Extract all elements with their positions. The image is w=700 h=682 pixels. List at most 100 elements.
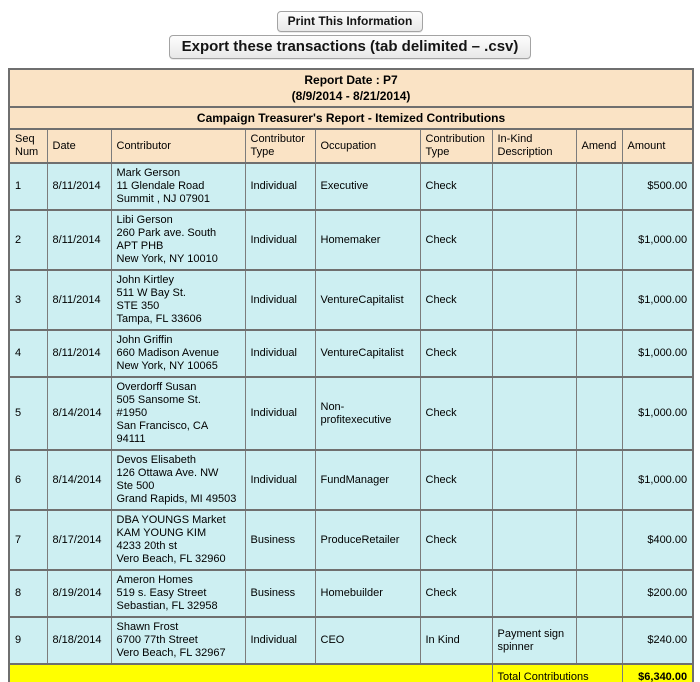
occupation-cell: FundManager bbox=[314, 449, 421, 511]
table-row: 1 8/11/2014 Mark Gerson 11 Glendale Road… bbox=[8, 162, 694, 211]
contributor-type-cell: Business bbox=[244, 509, 316, 571]
report-date-range: (8/9/2014 - 8/21/2014) bbox=[291, 89, 411, 103]
in-kind-description-cell bbox=[491, 329, 577, 378]
contribution-type-cell: Check bbox=[419, 162, 493, 211]
column-header-row: Seq Num Date Contributor Contributor Typ… bbox=[8, 128, 694, 164]
in-kind-description-cell: Payment sign spinner bbox=[491, 616, 577, 665]
seq-cell: 5 bbox=[8, 376, 48, 451]
occupation-cell: ProduceRetailer bbox=[314, 509, 421, 571]
print-button[interactable]: Print This Information bbox=[276, 11, 424, 32]
col-header-contributor-type: Contributor Type bbox=[244, 128, 316, 164]
seq-cell: 1 bbox=[8, 162, 48, 211]
contributor-cell: Libi Gerson 260 Park ave. South APT PHB … bbox=[110, 209, 246, 271]
date-cell: 8/14/2014 bbox=[46, 449, 112, 511]
report-date-row: Report Date : P7 (8/9/2014 - 8/21/2014) bbox=[8, 68, 694, 108]
report-date-title: Report Date : P7 bbox=[304, 73, 398, 87]
amend-cell bbox=[575, 616, 623, 665]
button-bar: Print This Information Export these tran… bbox=[0, 0, 700, 59]
seq-cell: 6 bbox=[8, 449, 48, 511]
total-row-spacer bbox=[8, 663, 493, 682]
report-subtitle: Campaign Treasurer's Report - Itemized C… bbox=[8, 106, 694, 130]
contributor-type-cell: Business bbox=[244, 569, 316, 618]
table-row: 2 8/11/2014 Libi Gerson 260 Park ave. So… bbox=[8, 209, 694, 271]
table-row: 9 8/18/2014 Shawn Frost 6700 77th Street… bbox=[8, 616, 694, 665]
total-contributions-amount: $6,340.00 bbox=[621, 663, 694, 682]
contribution-type-cell: Check bbox=[419, 449, 493, 511]
table-row: 6 8/14/2014 Devos Elisabeth 126 Ottawa A… bbox=[8, 449, 694, 511]
col-header-date: Date bbox=[46, 128, 112, 164]
table-row: 7 8/17/2014 DBA YOUNGS Market KAM YOUNG … bbox=[8, 509, 694, 571]
contribution-type-cell: In Kind bbox=[419, 616, 493, 665]
contributor-cell: John Griffin 660 Madison Avenue New York… bbox=[110, 329, 246, 378]
contributor-cell: Mark Gerson 11 Glendale Road Summit , NJ… bbox=[110, 162, 246, 211]
report-subtitle-row: Campaign Treasurer's Report - Itemized C… bbox=[8, 106, 694, 130]
col-header-occupation: Occupation bbox=[314, 128, 421, 164]
contributor-cell: Devos Elisabeth 126 Ottawa Ave. NW Ste 5… bbox=[110, 449, 246, 511]
date-cell: 8/11/2014 bbox=[46, 269, 112, 331]
amend-cell bbox=[575, 162, 623, 211]
date-cell: 8/11/2014 bbox=[46, 329, 112, 378]
date-cell: 8/14/2014 bbox=[46, 376, 112, 451]
amount-cell: $1,000.00 bbox=[621, 209, 694, 271]
date-cell: 8/11/2014 bbox=[46, 162, 112, 211]
seq-cell: 2 bbox=[8, 209, 48, 271]
date-cell: 8/18/2014 bbox=[46, 616, 112, 665]
seq-cell: 7 bbox=[8, 509, 48, 571]
contributor-cell: DBA YOUNGS Market KAM YOUNG KIM 4233 20t… bbox=[110, 509, 246, 571]
occupation-cell: Executive bbox=[314, 162, 421, 211]
in-kind-description-cell bbox=[491, 449, 577, 511]
col-header-amount: Amount bbox=[621, 128, 694, 164]
report-date-header: Report Date : P7 (8/9/2014 - 8/21/2014) bbox=[8, 68, 694, 108]
date-cell: 8/17/2014 bbox=[46, 509, 112, 571]
amount-cell: $200.00 bbox=[621, 569, 694, 618]
amend-cell bbox=[575, 569, 623, 618]
contributor-type-cell: Individual bbox=[244, 329, 316, 378]
occupation-cell: VentureCapitalist bbox=[314, 269, 421, 331]
table-row: 3 8/11/2014 John Kirtley 511 W Bay St. S… bbox=[8, 269, 694, 331]
occupation-cell: CEO bbox=[314, 616, 421, 665]
contributor-cell: Shawn Frost 6700 77th Street Vero Beach,… bbox=[110, 616, 246, 665]
contributor-type-cell: Individual bbox=[244, 162, 316, 211]
amend-cell bbox=[575, 329, 623, 378]
amount-cell: $500.00 bbox=[621, 162, 694, 211]
in-kind-description-cell bbox=[491, 509, 577, 571]
occupation-cell: Homemaker bbox=[314, 209, 421, 271]
contributor-cell: Overdorff Susan 505 Sansome St. #1950 Sa… bbox=[110, 376, 246, 451]
seq-cell: 8 bbox=[8, 569, 48, 618]
seq-cell: 3 bbox=[8, 269, 48, 331]
amount-cell: $240.00 bbox=[621, 616, 694, 665]
table-row: 4 8/11/2014 John Griffin 660 Madison Ave… bbox=[8, 329, 694, 378]
contribution-type-cell: Check bbox=[419, 376, 493, 451]
amount-cell: $400.00 bbox=[621, 509, 694, 571]
contributor-cell: Ameron Homes 519 s. Easy Street Sebastia… bbox=[110, 569, 246, 618]
col-header-amend: Amend bbox=[575, 128, 623, 164]
total-contributions-label: Total Contributions bbox=[491, 663, 623, 682]
col-header-seq-num: Seq Num bbox=[8, 128, 48, 164]
in-kind-description-cell bbox=[491, 269, 577, 331]
amend-cell bbox=[575, 269, 623, 331]
contribution-type-cell: Check bbox=[419, 509, 493, 571]
amend-cell bbox=[575, 509, 623, 571]
seq-cell: 9 bbox=[8, 616, 48, 665]
in-kind-description-cell bbox=[491, 376, 577, 451]
in-kind-description-cell bbox=[491, 162, 577, 211]
contributor-type-cell: Individual bbox=[244, 616, 316, 665]
amend-cell bbox=[575, 209, 623, 271]
occupation-cell: Non-profitexecutive bbox=[314, 376, 421, 451]
total-row: Total Contributions $6,340.00 bbox=[8, 663, 694, 682]
in-kind-description-cell bbox=[491, 569, 577, 618]
seq-cell: 4 bbox=[8, 329, 48, 378]
contributions-report-table: Report Date : P7 (8/9/2014 - 8/21/2014) … bbox=[8, 68, 695, 682]
table-row: 5 8/14/2014 Overdorff Susan 505 Sansome … bbox=[8, 376, 694, 451]
contributor-type-cell: Individual bbox=[244, 269, 316, 331]
contributor-type-cell: Individual bbox=[244, 376, 316, 451]
contribution-type-cell: Check bbox=[419, 329, 493, 378]
export-button[interactable]: Export these transactions (tab delimited… bbox=[168, 35, 532, 59]
amount-cell: $1,000.00 bbox=[621, 449, 694, 511]
contributor-type-cell: Individual bbox=[244, 209, 316, 271]
amount-cell: $1,000.00 bbox=[621, 269, 694, 331]
contribution-type-cell: Check bbox=[419, 209, 493, 271]
in-kind-description-cell bbox=[491, 209, 577, 271]
contribution-type-cell: Check bbox=[419, 569, 493, 618]
date-cell: 8/11/2014 bbox=[46, 209, 112, 271]
